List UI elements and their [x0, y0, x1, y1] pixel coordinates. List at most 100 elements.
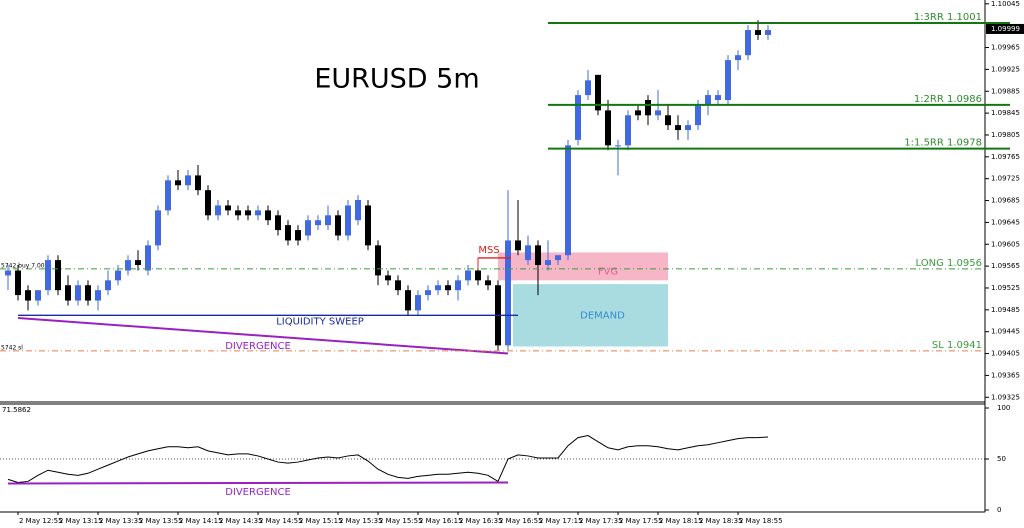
candle-body — [445, 285, 451, 291]
candle-body — [555, 255, 561, 261]
candle-body — [735, 55, 741, 61]
candle-body — [345, 205, 351, 236]
annotation-label: DIVERGENCE — [225, 487, 291, 498]
x-tick-label: 2 May 13:15 — [59, 517, 103, 525]
candle-body — [135, 260, 141, 266]
x-tick-label: 2 May 12:55 — [19, 517, 63, 525]
indicator-value: 71.5862 — [2, 406, 31, 414]
level-label: LONG 1.0956 — [916, 258, 982, 269]
y-tick-label: 1.10045 — [991, 0, 1020, 8]
candle-body — [45, 260, 51, 291]
candle-body — [215, 205, 221, 216]
candle-body — [605, 110, 611, 146]
annotation-label: MSS — [478, 245, 499, 256]
candle-body — [565, 145, 571, 256]
candle-body — [635, 110, 641, 116]
candle-body — [265, 210, 271, 221]
candle-body — [435, 285, 441, 291]
annotation-line — [7, 481, 509, 485]
candle-body — [5, 270, 11, 276]
x-tick-label: 2 May 17:35 — [579, 517, 623, 525]
candle-body — [365, 205, 371, 246]
y-tick-label: 1.09525 — [991, 284, 1020, 292]
y-tick-label: 1.09605 — [991, 240, 1020, 248]
zone — [498, 252, 668, 281]
x-tick-label: 2 May 16:55 — [499, 517, 543, 525]
candle-body — [485, 280, 491, 286]
candle-body — [115, 270, 121, 281]
y-tick-label: 1.09805 — [991, 131, 1020, 139]
candle-body — [315, 220, 321, 226]
y-tick-label: 1.09565 — [991, 262, 1020, 270]
order-label: 5742 buy 7.00 — [1, 262, 45, 269]
candle-body — [95, 290, 101, 301]
candle-body — [455, 280, 461, 291]
candle-body — [355, 200, 361, 221]
y2-tick-label: 100 — [997, 404, 1010, 412]
candle-body — [595, 74, 601, 111]
candle-body — [545, 260, 551, 266]
candle-body — [395, 280, 401, 291]
zone-label: FVG — [598, 266, 618, 277]
y-tick-label: 1.09965 — [991, 44, 1020, 52]
price-pane: FVG DEMAND MSS LIQUIDITY SWEEP DIVERGENCE — [5, 20, 771, 355]
candle-body — [705, 95, 711, 105]
candle-body — [125, 260, 131, 271]
candle-body — [645, 100, 651, 116]
candle-body — [25, 290, 31, 301]
candle-body — [575, 95, 581, 140]
candle-body — [335, 215, 341, 236]
candle-body — [685, 125, 691, 131]
y2-tick-label: 0 — [997, 506, 1001, 514]
candle-body — [515, 240, 521, 251]
candle-body — [695, 104, 701, 126]
y-tick-label: 1.09685 — [991, 197, 1020, 205]
current-price-box — [986, 23, 1024, 34]
candle-body — [195, 175, 201, 191]
zone — [513, 284, 668, 347]
candle-body — [405, 290, 411, 311]
candle-body — [155, 210, 161, 246]
candle-body — [165, 180, 171, 211]
y-tick-label: 1.09885 — [991, 87, 1020, 95]
indicator-pane: 71.5862 DIVERGENCE — [0, 406, 985, 498]
x-tick-label: 2 May 16:15 — [419, 517, 463, 525]
candle-body — [205, 190, 211, 216]
x-tick-label: 2 May 13:35 — [99, 517, 143, 525]
candle-body — [745, 30, 751, 56]
candle-body — [55, 260, 61, 291]
annotation-line — [17, 317, 509, 355]
candle-body — [35, 290, 41, 301]
candle-body — [185, 175, 191, 186]
candle-body — [625, 115, 631, 146]
level-label: SL 1.0941 — [932, 340, 982, 351]
candle-body — [765, 30, 771, 35]
x-tick-label: 2 May 17:15 — [539, 517, 583, 525]
candle-body — [65, 285, 71, 301]
candle-body — [525, 245, 531, 261]
candle-body — [245, 210, 251, 216]
y-tick-label: 1.09445 — [991, 328, 1020, 336]
candle-body — [475, 270, 481, 281]
x-tick-label: 2 May 15:35 — [339, 517, 383, 525]
candle-body — [415, 295, 421, 311]
x-tick-label: 2 May 14:55 — [259, 517, 303, 525]
order-label: 5742 sl — [1, 344, 23, 351]
y-tick-label: 1.09725 — [991, 175, 1020, 183]
candle-body — [425, 290, 431, 296]
x-tick-label: 2 May 15:55 — [379, 517, 423, 525]
y-tick-label: 1.09325 — [991, 393, 1020, 401]
y-tick-label: 1.09365 — [991, 371, 1020, 379]
y-tick-label: 1.09765 — [991, 153, 1020, 161]
y-tick-label: 1.09925 — [991, 65, 1020, 73]
y2-tick-label: 50 — [997, 455, 1006, 463]
candle-body — [285, 225, 291, 241]
candle-body — [225, 205, 231, 211]
candle-body — [255, 210, 261, 216]
level-label: 1:2RR 1.0986 — [914, 94, 982, 105]
chart-title: EURUSD 5m — [314, 64, 479, 95]
indicator-line — [7, 435, 769, 483]
candle-body — [715, 95, 721, 100]
x-tick-label: 2 May 16:35 — [459, 517, 503, 525]
